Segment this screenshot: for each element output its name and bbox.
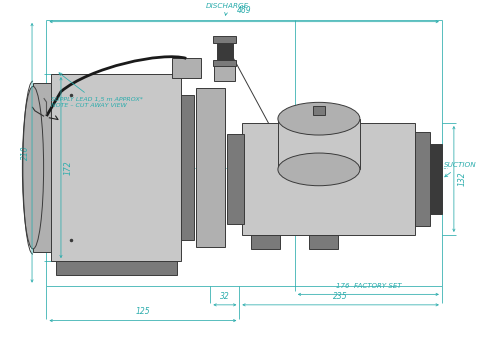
Bar: [172, 58, 201, 78]
Ellipse shape: [278, 153, 360, 186]
Text: SUCTION: SUCTION: [444, 162, 477, 177]
Bar: [278, 119, 360, 170]
Bar: [52, 74, 181, 261]
Bar: [217, 43, 233, 62]
Bar: [430, 144, 442, 214]
Bar: [56, 261, 177, 275]
Ellipse shape: [278, 102, 360, 135]
Text: 32: 32: [220, 292, 230, 301]
Text: 176  FACTORY SET: 176 FACTORY SET: [335, 283, 401, 289]
Ellipse shape: [22, 86, 44, 249]
Text: 132: 132: [458, 172, 467, 186]
Bar: [416, 132, 430, 226]
Bar: [242, 123, 416, 235]
Text: SUPPLY LEAD 1,5 m APPROX*
NOTE – CUT AWAY VIEW: SUPPLY LEAD 1,5 m APPROX* NOTE – CUT AWA…: [52, 73, 143, 108]
Text: 125: 125: [136, 307, 150, 316]
Bar: [313, 106, 325, 115]
Bar: [213, 60, 237, 66]
Text: 469: 469: [237, 6, 251, 15]
Bar: [251, 235, 280, 249]
Text: 172: 172: [63, 160, 72, 175]
Bar: [196, 88, 225, 247]
Bar: [213, 37, 237, 43]
Bar: [181, 95, 193, 240]
Text: DISCHARGE: DISCHARGE: [206, 3, 249, 15]
Text: 210: 210: [20, 145, 30, 160]
Text: 235: 235: [333, 292, 348, 301]
Bar: [309, 235, 338, 249]
Bar: [33, 83, 52, 252]
Bar: [227, 133, 244, 224]
Bar: [214, 62, 236, 81]
